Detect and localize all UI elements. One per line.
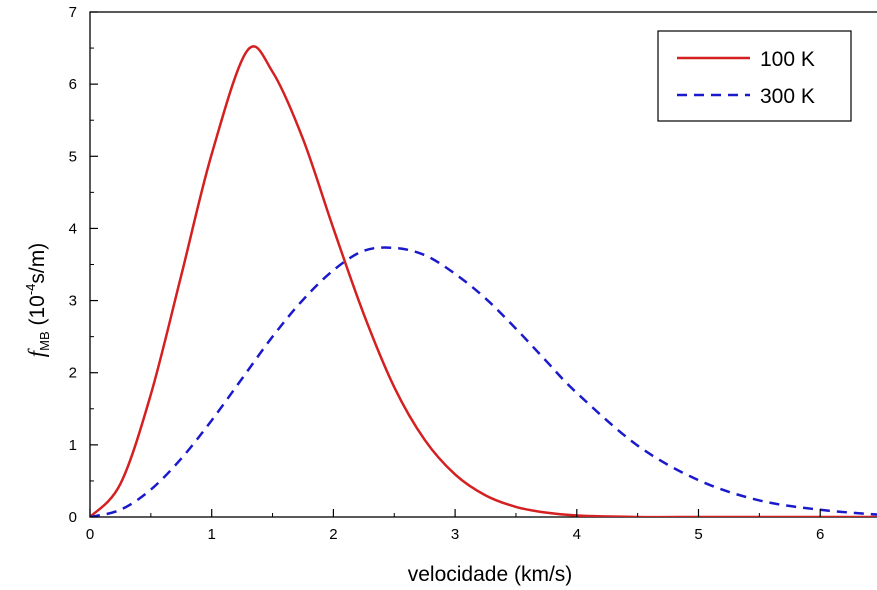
x-tick-label: 5: [694, 526, 702, 543]
y-axis-unit-open: (10: [26, 295, 49, 331]
y-axis-unit-exp: -4: [23, 284, 38, 296]
y-tick-label: 3: [69, 293, 77, 310]
legend-box: [657, 30, 852, 122]
y-tick-label: 0: [69, 509, 77, 526]
svg-text:fMB (10-4s/m): fMB (10-4s/m): [23, 243, 52, 357]
y-axis-unit-close: s/m): [26, 243, 49, 284]
y-tick-label: 6: [69, 76, 77, 93]
legend-label-100k: 100 K: [760, 48, 815, 71]
series-layer: [90, 45, 877, 517]
y-axis-symbol: f: [24, 347, 49, 357]
y-axis-title: fMB (10-4s/m): [23, 243, 52, 357]
x-axis-title: velocidade (km/s): [408, 563, 573, 586]
x-tick-label: 0: [86, 526, 94, 543]
y-tick-label: 1: [69, 437, 77, 454]
y-tick-label: 2: [69, 365, 77, 382]
legend-label-300k: 300 K: [760, 85, 815, 108]
axes-layer: 0 1 2 3 4 5 6 0 1 2 3 4 5 6 7: [69, 4, 825, 543]
y-axis-subscript: MB: [37, 331, 52, 351]
x-tick-label: 6: [816, 526, 824, 543]
x-tick-label: 2: [329, 526, 337, 543]
series-line-300k: [90, 246, 877, 517]
x-tick-label: 4: [573, 526, 581, 543]
x-tick-label: 3: [451, 526, 459, 543]
series-line-100k: [90, 45, 877, 517]
legend: 100 K 300 K: [657, 30, 852, 122]
y-tick-label: 4: [69, 220, 77, 237]
x-tick-label: 1: [208, 526, 216, 543]
y-tick-label: 5: [69, 148, 77, 165]
y-tick-label: 7: [69, 4, 77, 21]
